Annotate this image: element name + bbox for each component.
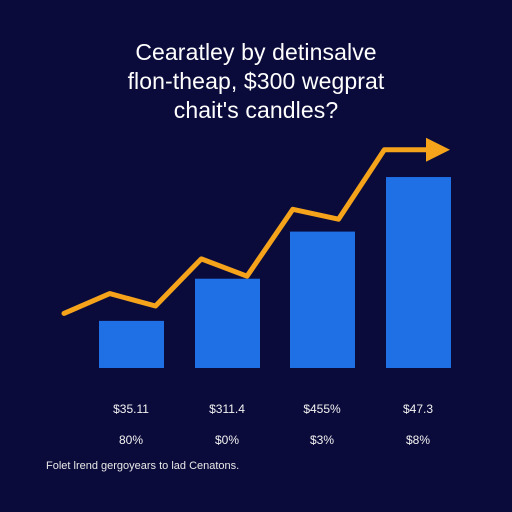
secondary-label: 80% [118, 433, 144, 447]
chart-footnote: Folet lrend gergoyears to lad Cenatons. [46, 460, 240, 472]
secondary-label-row: 80% $0% $3% $8% [0, 432, 512, 448]
secondary-label: $3% [309, 433, 335, 447]
category-label: $311.4 [209, 402, 245, 416]
bar [195, 278, 260, 368]
bar [99, 320, 164, 368]
category-label: $455% [303, 402, 341, 416]
chart-title-line-1: Cearatley by detinsalve [135, 39, 377, 65]
category-label: $47.3 [402, 402, 434, 416]
bar [386, 177, 451, 368]
category-label: $35.11 [113, 402, 149, 416]
bar [290, 231, 355, 368]
trend-line [61, 147, 433, 316]
secondary-label: $8% [405, 433, 431, 447]
category-label-row: $35.11 $311.4 $455% $47.3 [0, 401, 512, 417]
chart-title-line-3: chait's candles? [173, 97, 339, 123]
trend-arrow-icon [426, 137, 450, 162]
secondary-label: $0% [214, 433, 240, 447]
chart-title: Cearatley by detinsalve flon-theap, $300… [56, 38, 456, 125]
chart-title-line-2: flon-theap, $300 wegprat [127, 68, 385, 94]
